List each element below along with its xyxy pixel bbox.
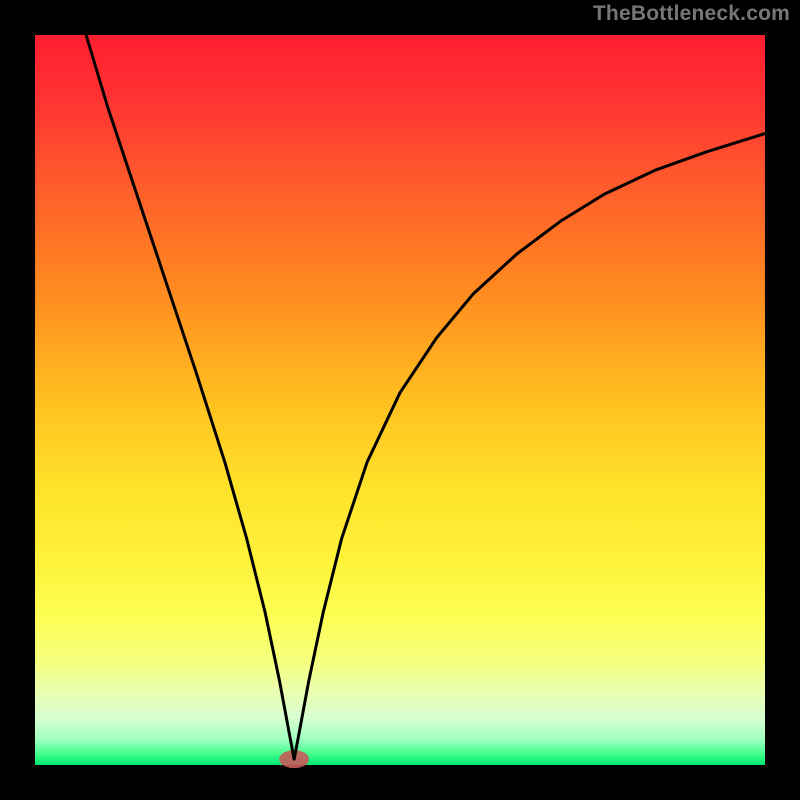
bottleneck-chart [0,0,800,800]
chart-container: TheBottleneck.com [0,0,800,800]
watermark-text: TheBottleneck.com [593,2,790,26]
plot-area [35,35,765,765]
